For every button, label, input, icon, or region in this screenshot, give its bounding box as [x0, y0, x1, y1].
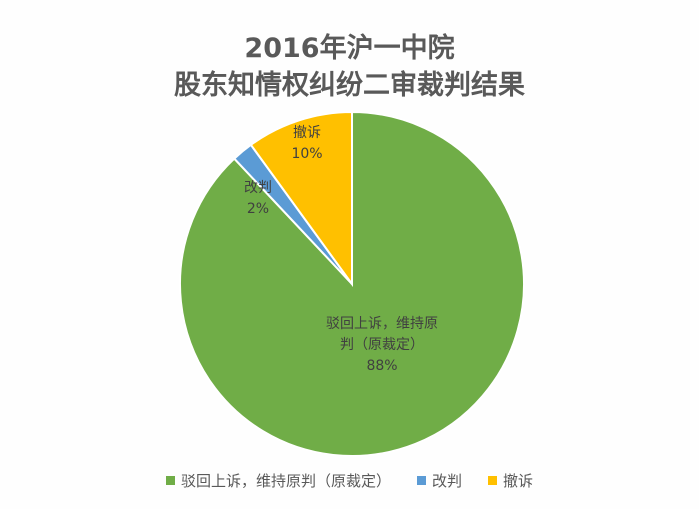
- data-label-revised-line-2: 2%: [247, 201, 269, 217]
- data-label-withdrawn-line-1: 撤诉: [293, 125, 321, 141]
- data-label-affirmed-line-1: 驳回上诉，维持原: [326, 316, 438, 332]
- data-label-affirmed-line-3: 88%: [366, 358, 397, 374]
- chart-title-line-1: 2016年沪一中院: [244, 33, 455, 64]
- legend-item-revised: 改判: [416, 470, 462, 491]
- legend-item-withdrawn: 撤诉: [488, 470, 533, 491]
- chart-legend: 驳回上诉，维持原判（原裁定） 改判 撤诉: [0, 470, 699, 491]
- legend-swatch-revised: [416, 476, 426, 485]
- pie-slices: [179, 110, 525, 457]
- chart-title-line-2: 股东知情权纠纷二审裁判结果: [174, 70, 525, 101]
- legend-item-affirmed: 驳回上诉，维持原判（原裁定）: [165, 470, 391, 491]
- legend-label-affirmed: 驳回上诉，维持原判（原裁定）: [180, 472, 391, 490]
- pie-slice-withdrawn: [249, 110, 353, 288]
- data-label-withdrawn-line-2: 10%: [291, 146, 322, 162]
- legend-swatch-affirmed: [165, 476, 175, 485]
- legend-swatch-withdrawn: [488, 476, 497, 485]
- legend-label-withdrawn: 撤诉: [503, 472, 534, 490]
- data-label-revised-line-1: 改判: [244, 180, 272, 196]
- legend-label-revised: 改判: [431, 472, 462, 490]
- data-label-affirmed: 驳回上诉，维持原判（原裁定） 88%: [326, 316, 438, 374]
- data-label-revised: 改判 2%: [244, 180, 272, 217]
- pie-data-labels: 驳回上诉，维持原判（原裁定） 88% 改判 2% 撤诉 10%: [244, 125, 438, 374]
- data-label-affirmed-line-2: 判（原裁定）: [340, 337, 424, 353]
- data-label-withdrawn: 撤诉 10%: [291, 125, 322, 162]
